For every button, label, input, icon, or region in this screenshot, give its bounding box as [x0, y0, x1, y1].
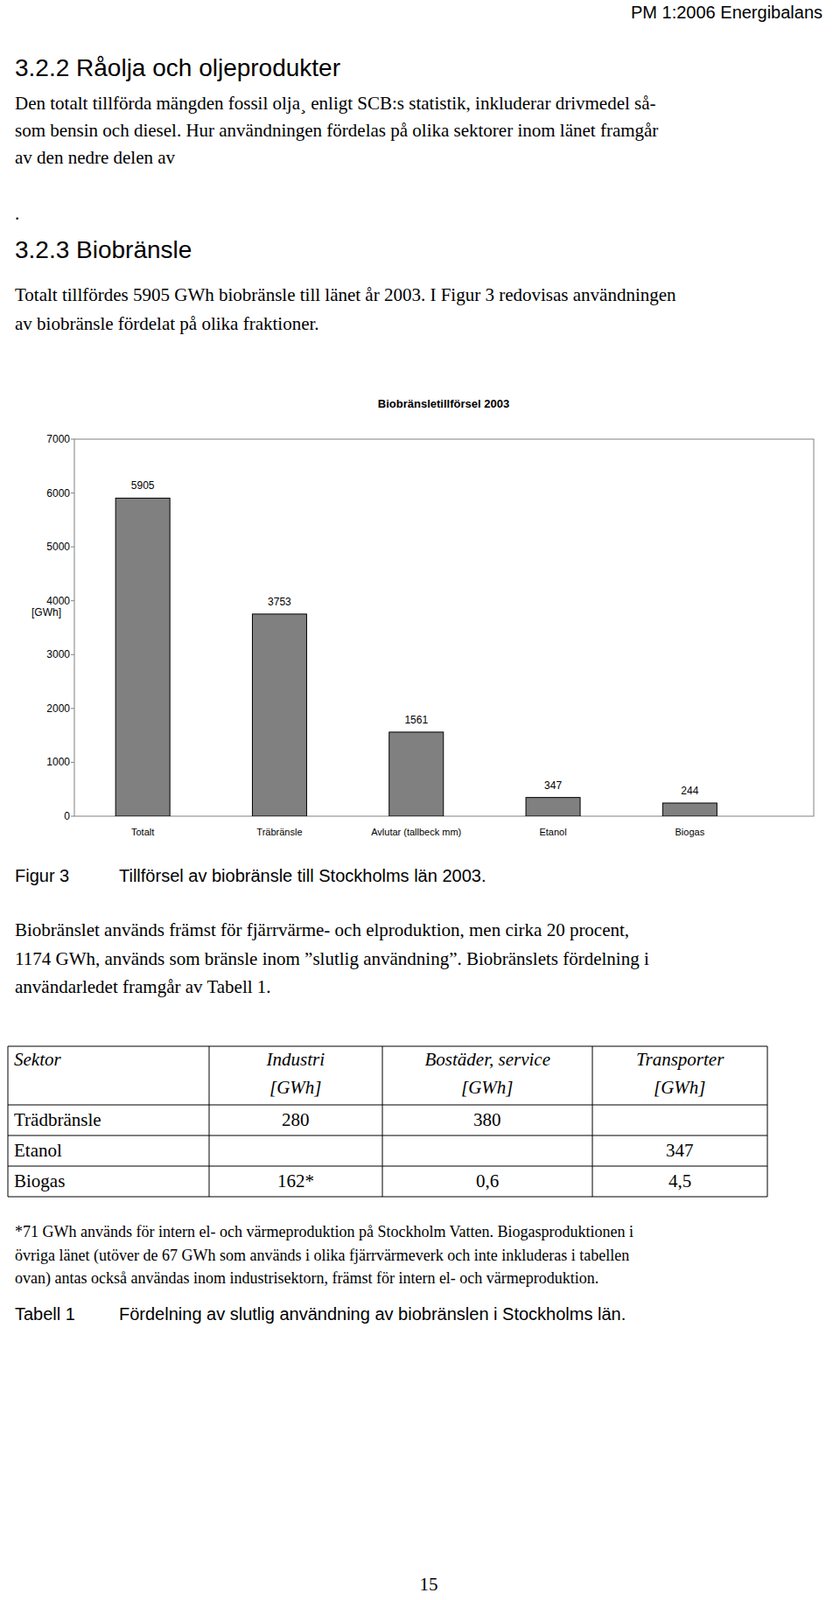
table-rule [767, 1046, 769, 1197]
table-rule [7, 1105, 768, 1106]
y-tick [70, 816, 75, 818]
page-header: PM 1:2006 Energibalans [630, 1, 823, 23]
footnote-text: ovan) antas också användas inom industri… [14, 1269, 599, 1289]
y-tick-label: 3000 [46, 648, 70, 661]
table-rule [7, 1197, 768, 1198]
body-text: användarledet framgår av Tabell 1. [14, 976, 272, 999]
caption-text: Fördelning av slutlig användning av biob… [119, 1303, 626, 1325]
y-tick-label: 2000 [46, 702, 70, 715]
bar [525, 798, 581, 817]
table-rule [382, 1046, 384, 1197]
table-cell: 347 [665, 1140, 694, 1162]
table-cell: 4,5 [668, 1170, 692, 1193]
table-header: [GWh] [269, 1077, 322, 1099]
table-header: [GWh] [461, 1077, 514, 1099]
bar [389, 732, 444, 817]
y-tick [70, 707, 75, 709]
table-cell: Trädbränsle [14, 1109, 102, 1132]
x-tick-label: Avlutar (tallbeck mm) [371, 826, 462, 838]
table-cell: 280 [281, 1109, 310, 1132]
footnote-text: *71 GWh används för intern el- och värme… [14, 1223, 634, 1243]
bars [115, 497, 717, 817]
table-rule [7, 1166, 768, 1168]
y-tick [70, 546, 75, 548]
y-tick-label: 4000 [46, 595, 70, 608]
table-header: Industri [266, 1049, 326, 1071]
table-cell: Etanol [14, 1140, 63, 1162]
bar [662, 803, 717, 817]
y-tick [70, 762, 75, 763]
body-text: 1174 GWh, används som bränsle inom ”slut… [14, 948, 650, 971]
body-text: Totalt tillfördes 5905 GWh biobränsle ti… [14, 284, 677, 307]
table-rule [7, 1135, 768, 1137]
chart: Biobränsletillförsel 2003 0 1000 2000 3000 40… [31, 397, 814, 838]
bar [252, 614, 307, 817]
page-graphics: Biobränsletillförsel 2003 0 1000 2000 3000 40… [0, 0, 840, 1600]
y-tick-label: 6000 [46, 487, 70, 500]
y-tick [70, 492, 75, 494]
caption-label: Tabell 1 [14, 1303, 76, 1325]
y-tick [70, 654, 75, 656]
body-text: som bensin och diesel. Hur användningen … [14, 119, 658, 142]
table-rule [7, 1046, 9, 1197]
table-cell: 380 [473, 1109, 502, 1132]
y-tick [70, 600, 75, 602]
data-label: 347 [544, 779, 562, 792]
stray-text: . [14, 203, 20, 225]
section-heading: 3.2.2 Råolja och oljeprodukter [14, 53, 341, 84]
x-tick-label: Träbränsle [256, 826, 302, 838]
table-grid [7, 1046, 768, 1197]
table-header: Transporter [636, 1049, 724, 1071]
body-text: av den nedre delen av [14, 147, 175, 169]
caption-label: Figur 3 [14, 865, 70, 887]
table-header: Sektor [14, 1049, 62, 1071]
data-label: 5905 [131, 479, 155, 492]
y-tick-label: 0 [63, 810, 70, 823]
y-tick-label: 5000 [46, 540, 70, 553]
table-cell: Biogas [14, 1170, 65, 1193]
bar [115, 497, 170, 817]
table-rule [7, 1046, 768, 1048]
section-heading: 3.2.3 Biobränsle [14, 235, 192, 266]
y-tick [70, 439, 75, 441]
body-text: Biobränslet används främst för fjärrvärm… [14, 919, 630, 942]
chart-title: Biobränsletillförsel 2003 [378, 397, 510, 411]
footnote-text: övriga länet (utöver de 67 GWh som använ… [14, 1246, 630, 1267]
table-header: Bostäder, service [425, 1049, 551, 1071]
x-tick-label: Totalt [131, 826, 154, 838]
y-tick-label: 1000 [46, 756, 70, 769]
table-rule [209, 1046, 210, 1197]
x-tick-label: Biogas [675, 826, 706, 838]
data-label: 1561 [404, 714, 428, 727]
y-tick-label: 7000 [46, 433, 70, 446]
body-text: Den totalt tillförda mängden fossil olja… [14, 92, 657, 115]
body-text: av biobränsle fördelat på olika fraktion… [14, 313, 320, 336]
table-header: [GWh] [653, 1077, 707, 1099]
table-cell: 0,6 [476, 1170, 499, 1193]
caption-text: Tillförsel av biobränsle till Stockholms… [119, 865, 486, 887]
page-number: 15 [420, 1574, 439, 1596]
data-label: 244 [680, 784, 699, 798]
x-tick-label: Etanol [539, 826, 567, 838]
data-label: 3753 [267, 595, 292, 609]
table-rule [592, 1046, 594, 1197]
y-axis-label: [GWh] [31, 606, 62, 619]
plot-frame [74, 439, 814, 817]
table-cell: 162* [277, 1170, 315, 1193]
